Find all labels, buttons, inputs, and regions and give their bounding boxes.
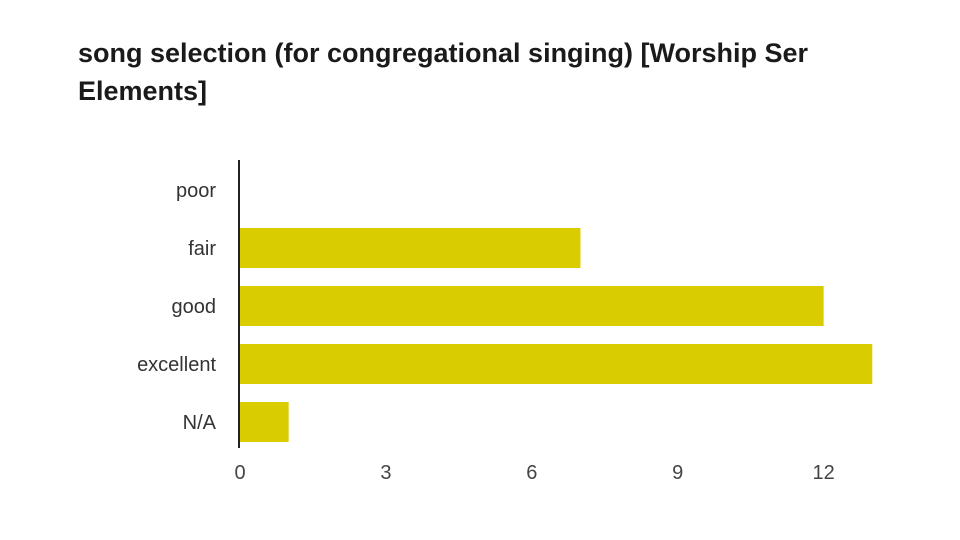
category-label: fair — [188, 238, 216, 260]
x-tick-label: 3 — [380, 462, 391, 484]
chart-title-line-1: song selection (for congregational singi… — [78, 38, 809, 68]
chart-title-line-2: Elements] — [78, 76, 208, 106]
x-tick-label: 9 — [672, 462, 683, 484]
chart-title: song selection (for congregational singi… — [78, 34, 938, 110]
bar-fair — [240, 228, 581, 268]
category-label: N/A — [183, 412, 217, 434]
category-label: excellent — [137, 354, 216, 376]
bar-excellent — [240, 344, 873, 384]
bar-n-a — [240, 402, 289, 442]
x-tick-label: 0 — [234, 462, 245, 484]
category-label: good — [172, 296, 217, 318]
x-tick-label: 6 — [526, 462, 537, 484]
x-tick-label: 12 — [813, 462, 835, 484]
bar-good — [240, 286, 824, 326]
category-label: poor — [176, 180, 216, 202]
